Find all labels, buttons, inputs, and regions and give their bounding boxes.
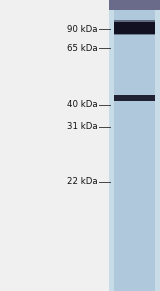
Bar [114,30,155,35]
Bar [114,22,155,34]
Text: 22 kDa: 22 kDa [67,178,98,186]
Bar [114,0,155,291]
Bar [114,20,155,25]
Bar [109,0,160,10]
Text: 40 kDa: 40 kDa [67,100,98,109]
Text: 65 kDa: 65 kDa [67,44,98,52]
Bar [109,0,160,291]
Text: 90 kDa: 90 kDa [67,25,98,33]
Text: 31 kDa: 31 kDa [67,122,98,131]
Bar [114,95,155,101]
